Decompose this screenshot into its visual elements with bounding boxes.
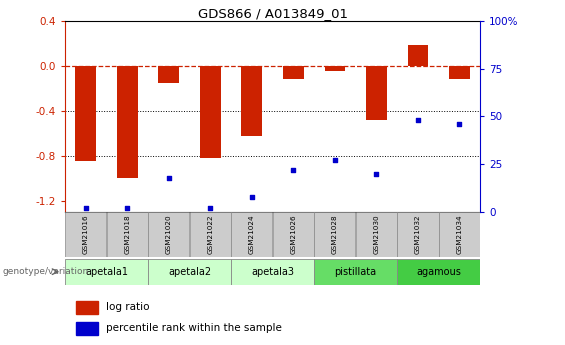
- Point: [455, 121, 464, 127]
- Text: agamous: agamous: [416, 267, 461, 277]
- Bar: [356, 212, 397, 257]
- Point: [289, 167, 298, 173]
- Bar: [449, 66, 470, 79]
- Bar: [366, 66, 387, 120]
- Bar: [283, 66, 304, 79]
- Point: [372, 171, 381, 177]
- Bar: [117, 66, 138, 178]
- Title: GDS866 / A013849_01: GDS866 / A013849_01: [198, 7, 347, 20]
- Text: pistillata: pistillata: [334, 267, 377, 277]
- Bar: [273, 212, 314, 257]
- Text: apetala2: apetala2: [168, 267, 211, 277]
- Bar: [148, 259, 231, 285]
- Point: [206, 206, 215, 211]
- Point: [81, 206, 90, 211]
- Bar: [324, 66, 345, 71]
- Bar: [158, 66, 179, 83]
- Bar: [231, 259, 314, 285]
- Bar: [407, 46, 428, 66]
- Bar: [439, 212, 480, 257]
- Text: log ratio: log ratio: [106, 303, 149, 313]
- Bar: [65, 212, 106, 257]
- Bar: [76, 301, 98, 314]
- Bar: [397, 259, 480, 285]
- Bar: [107, 212, 148, 257]
- Bar: [190, 212, 231, 257]
- Text: GSM21030: GSM21030: [373, 215, 380, 254]
- Bar: [241, 66, 262, 136]
- Point: [247, 194, 257, 200]
- Bar: [397, 212, 438, 257]
- Bar: [75, 66, 96, 161]
- Text: GSM21022: GSM21022: [207, 215, 214, 254]
- Text: GSM21026: GSM21026: [290, 215, 297, 254]
- Text: apetala1: apetala1: [85, 267, 128, 277]
- Bar: [65, 259, 148, 285]
- Text: GSM21034: GSM21034: [457, 215, 463, 254]
- Point: [331, 158, 340, 163]
- Text: GSM21024: GSM21024: [249, 215, 255, 254]
- Bar: [314, 259, 397, 285]
- Text: GSM21028: GSM21028: [332, 215, 338, 254]
- Bar: [231, 212, 272, 257]
- Bar: [148, 212, 189, 257]
- Bar: [200, 66, 221, 158]
- Text: GSM21016: GSM21016: [82, 215, 89, 254]
- Bar: [314, 212, 355, 257]
- Point: [164, 175, 173, 180]
- Point: [414, 118, 423, 123]
- Text: GSM21020: GSM21020: [166, 215, 172, 254]
- Text: GSM21018: GSM21018: [124, 215, 131, 254]
- Text: GSM21032: GSM21032: [415, 215, 421, 254]
- Text: genotype/variation: genotype/variation: [3, 267, 89, 276]
- Point: [123, 206, 132, 211]
- Bar: [76, 322, 98, 335]
- Text: apetala3: apetala3: [251, 267, 294, 277]
- Text: percentile rank within the sample: percentile rank within the sample: [106, 323, 281, 333]
